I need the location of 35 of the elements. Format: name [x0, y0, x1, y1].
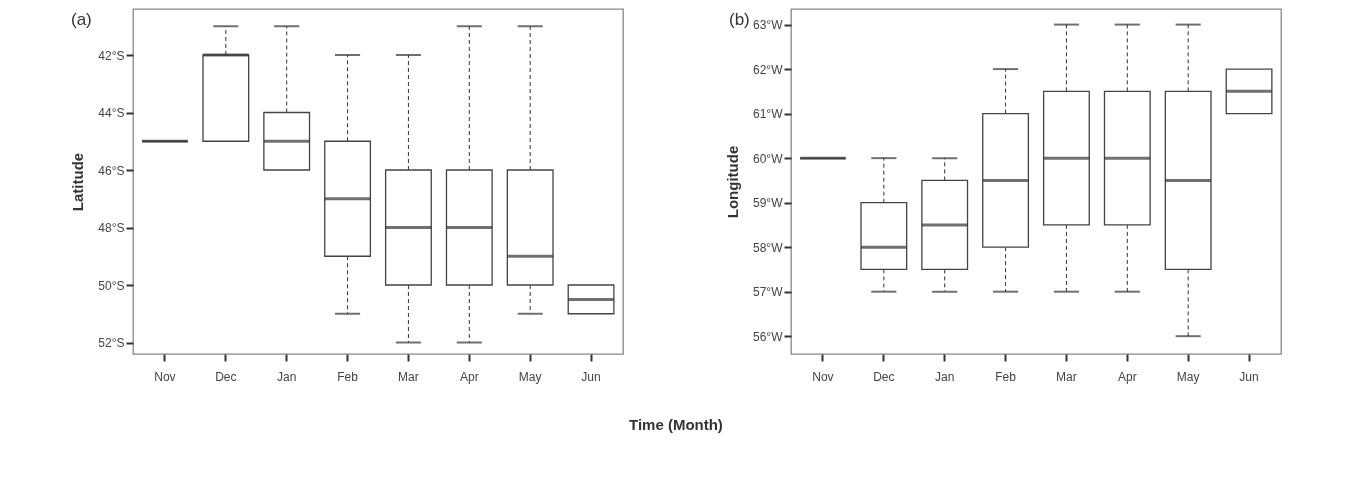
x-tick-label: Nov: [154, 369, 176, 384]
x-tick-label: Feb: [995, 369, 1017, 384]
y-tick-label: 42°S: [98, 48, 125, 63]
y-tick-label: 63°W: [753, 18, 784, 33]
x-tick-label: Mar: [398, 369, 419, 384]
x-tick-label: Mar: [1056, 369, 1077, 384]
y-tick-label: 58°W: [753, 240, 784, 255]
y-tick-label: 50°S: [98, 278, 125, 293]
x-tick-label: Jan: [277, 369, 297, 384]
y-axis-title: Longitude: [724, 145, 742, 219]
y-tick-label: 48°S: [98, 221, 125, 235]
chart-title: (b): [729, 10, 750, 29]
x-tick-label: May: [518, 369, 542, 384]
y-tick-label: 57°W: [753, 285, 784, 300]
x-tick-label: Apr: [459, 369, 479, 384]
y-tick-label: 52°S: [98, 336, 125, 350]
y-tick-label: 60°W: [753, 151, 784, 166]
x-tick-label: Dec: [873, 369, 895, 384]
x-tick-label: Jun: [581, 369, 601, 384]
y-tick-label: 44°S: [98, 106, 125, 120]
y-axis-title: Latitude: [69, 152, 87, 212]
y-tick-label: 62°W: [753, 62, 784, 77]
y-tick-label: 46°S: [98, 163, 125, 178]
x-axis-title: Time (Month): [628, 415, 723, 433]
x-tick-label: Feb: [337, 369, 359, 384]
y-tick-label: 59°W: [753, 196, 784, 211]
x-tick-label: May: [1176, 369, 1200, 384]
x-tick-label: Jan: [935, 369, 955, 384]
x-tick-label: Dec: [215, 369, 237, 384]
x-tick-label: Apr: [1117, 369, 1137, 384]
y-tick-label: 56°W: [753, 329, 784, 344]
chart-title: (a): [71, 10, 92, 29]
y-tick-label: 61°W: [753, 107, 784, 122]
x-tick-label: Jun: [1239, 369, 1259, 384]
x-tick-label: Nov: [812, 369, 834, 384]
